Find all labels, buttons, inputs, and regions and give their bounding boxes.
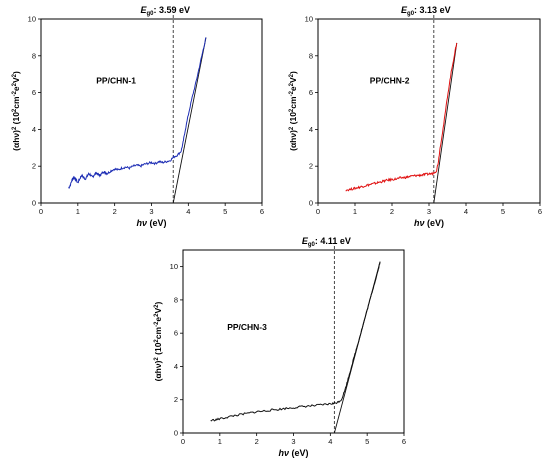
y-tick-label: 0 xyxy=(32,199,36,208)
y-tick-label: 4 xyxy=(174,362,178,371)
y-tick-label: 8 xyxy=(32,51,36,60)
x-axis-label: hν (eV) xyxy=(278,448,308,458)
x-tick-label: 3 xyxy=(291,437,295,446)
tauc-fit-line xyxy=(172,37,207,204)
y-tick-label: 2 xyxy=(174,395,178,404)
x-axis-label: hν (eV) xyxy=(414,218,444,228)
eg-label: Eg0: 4.11 eV xyxy=(302,236,351,248)
x-tick-label: 6 xyxy=(402,437,406,446)
panel-2: 0 1 2 3 4 5 6 0 2 4 6 8 10 (αhν)2 (102cm-2e2V2) hν (eV… xyxy=(288,5,542,228)
x-tick-label: 0 xyxy=(316,207,320,216)
y-tick-label: 10 xyxy=(170,262,178,271)
y-axis-label: (αhν)2 (102cm-2e2V2) xyxy=(11,71,21,151)
plot-frame xyxy=(40,18,263,204)
x-tick-label: 3 xyxy=(149,207,153,216)
y-axis-label: (αhν)2 (102cm-2e2V2) xyxy=(288,71,298,151)
x-tick-label: 3 xyxy=(427,207,431,216)
plot-frame xyxy=(317,18,541,204)
x-tick-label: 2 xyxy=(255,437,259,446)
x-tick-label: 4 xyxy=(186,207,190,216)
panel-3: 0 1 2 3 4 5 6 0 2 4 6 8 10 (αhν)2 (102cm-2e2V2) hν (eV… xyxy=(153,236,406,458)
y-tick-label: 10 xyxy=(305,15,313,24)
y-tick-label: 6 xyxy=(32,88,36,97)
y-tick-label: 2 xyxy=(309,162,313,171)
y-tick-label: 8 xyxy=(174,295,178,304)
x-tick-label: 4 xyxy=(464,207,468,216)
y-tick-label: 0 xyxy=(309,199,313,208)
x-tick-label: 0 xyxy=(39,207,43,216)
x-tick-label: 6 xyxy=(260,207,264,216)
panel-1: 0 1 2 3 4 5 6 0 2 4 6 8 10 (αhν)2 (102cm-2e2V2) hν (eV… xyxy=(11,5,264,228)
x-tick-label: 1 xyxy=(353,207,357,216)
x-axis-label: hν (eV) xyxy=(136,218,166,228)
x-tick-label: 5 xyxy=(501,207,505,216)
y-tick-label: 10 xyxy=(28,15,36,24)
x-tick-label: 1 xyxy=(218,437,222,446)
spectrum-series xyxy=(345,42,458,192)
y-axis-label: (αhν)2 (102cm-2e2V2) xyxy=(153,301,163,381)
y-tick-label: 6 xyxy=(174,329,178,338)
x-tick-label: 5 xyxy=(365,437,369,446)
y-tick-label: 6 xyxy=(309,88,313,97)
tauc-fit-line xyxy=(433,42,458,204)
spectrum-series xyxy=(68,37,207,189)
x-tick-label: 2 xyxy=(390,207,394,216)
sample-label: PP/CHN-1 xyxy=(96,75,136,85)
x-tick-label: 2 xyxy=(113,207,117,216)
x-tick-label: 5 xyxy=(223,207,227,216)
plot-frame xyxy=(182,249,405,434)
sample-label: PP/CHN-3 xyxy=(227,322,267,332)
y-tick-label: 0 xyxy=(174,429,178,438)
eg-label: Eg0: 3.59 eV xyxy=(140,5,190,17)
y-tick-label: 4 xyxy=(32,125,36,134)
eg-label: Eg0: 3.13 eV xyxy=(401,5,451,17)
x-tick-label: 0 xyxy=(181,437,185,446)
x-tick-label: 4 xyxy=(328,437,332,446)
x-tick-label: 6 xyxy=(538,207,542,216)
y-tick-label: 2 xyxy=(32,162,36,171)
y-tick-label: 8 xyxy=(309,51,313,60)
sample-label: PP/CHN-2 xyxy=(370,75,410,85)
spectrum-series xyxy=(210,261,381,422)
x-tick-label: 1 xyxy=(76,207,80,216)
y-tick-label: 4 xyxy=(309,125,313,134)
